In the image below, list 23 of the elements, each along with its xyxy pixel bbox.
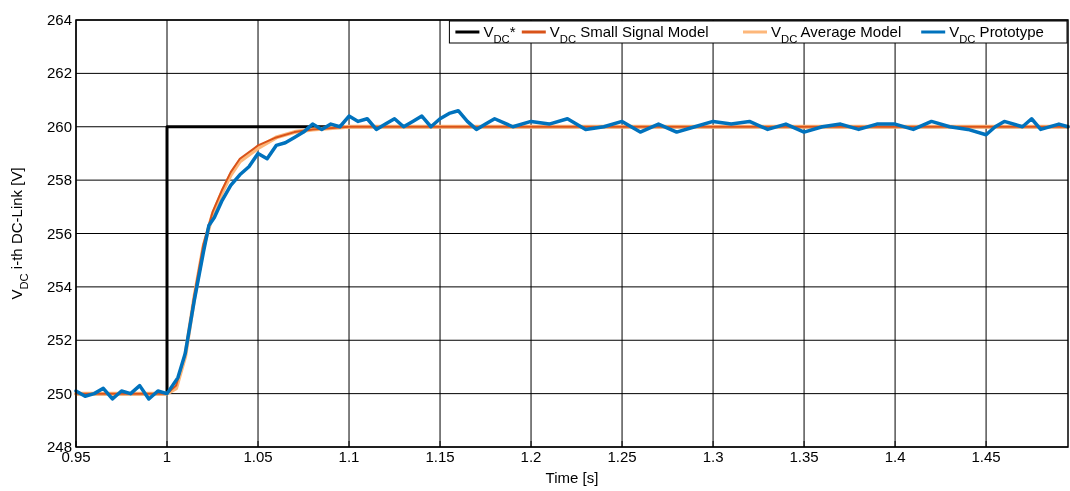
x-tick-label: 1.1 bbox=[338, 448, 360, 465]
x-tick-label: 1.45 bbox=[971, 448, 1001, 465]
y-tick-label: 264 bbox=[46, 11, 72, 28]
x-tick-label: 1.3 bbox=[702, 448, 724, 465]
x-tick-label: 1.35 bbox=[789, 448, 819, 465]
x-tick-label: 1.4 bbox=[884, 448, 906, 465]
y-tick-label: 254 bbox=[46, 277, 72, 295]
y-tick-label: 258 bbox=[46, 171, 72, 189]
legend-label: V$_{DC}$* bbox=[483, 23, 516, 45]
y-tick-label: 250 bbox=[46, 384, 72, 402]
x-tick-label: 1.05 bbox=[243, 448, 273, 465]
x-tick-label: 1.2 bbox=[520, 448, 542, 465]
x-tick-label: 1.25 bbox=[607, 448, 637, 465]
legend-label: V$_{DC}$ Prototype bbox=[949, 23, 1044, 45]
y-tick-label: 256 bbox=[46, 224, 72, 242]
y-tick-label: 252 bbox=[46, 331, 72, 349]
legend-label: V$_{DC}$ Average Model bbox=[771, 23, 902, 45]
x-axis-title: Time [s] bbox=[545, 469, 599, 486]
x-tick-label: 1 bbox=[162, 448, 172, 465]
y-tick-label: 262 bbox=[46, 64, 72, 82]
legend-label: V$_{DC}$ Small Signal Model bbox=[549, 23, 709, 45]
x-tick-label: 1.15 bbox=[425, 448, 455, 465]
y-tick-label: 260 bbox=[46, 117, 72, 135]
